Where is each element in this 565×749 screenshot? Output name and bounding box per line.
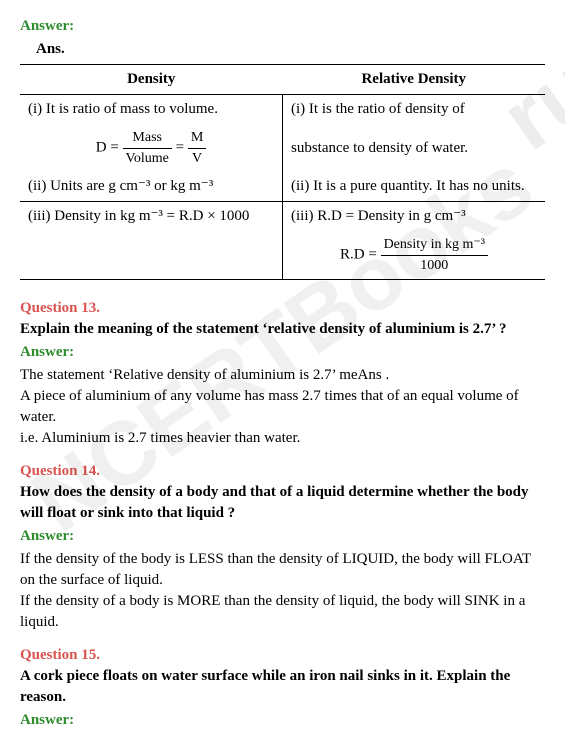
fraction-den: 1000 (381, 256, 488, 276)
table-cell-formula: R.D = Density in kg m⁻³ 1000 (283, 231, 546, 280)
question-15-label: Question 15. (20, 645, 545, 666)
table-head-relative-density: Relative Density (283, 65, 546, 95)
question-14-label: Question 14. (20, 461, 545, 482)
answer-14-body: If the density of the body is LESS than … (20, 549, 545, 633)
answer-label-top: Answer: (20, 16, 545, 37)
table-cell-empty (20, 231, 283, 280)
answer-14-label: Answer: (20, 526, 545, 547)
equals-sign: = (176, 140, 184, 156)
answer-line: The statement ‘Relative density of alumi… (20, 365, 545, 386)
fraction-num: M (188, 128, 206, 149)
answer-13-body: The statement ‘Relative density of alumi… (20, 365, 545, 449)
answer-line: If the density of a body is MORE than th… (20, 591, 545, 633)
table-cell: (iii) R.D = Density in g cm⁻³ (283, 202, 546, 232)
table-cell: (ii) Units are g cm⁻³ or kg m⁻³ (20, 172, 283, 202)
fraction: M V (188, 128, 206, 168)
formula-prefix: D = (96, 140, 119, 156)
table-cell: substance to density of water. (283, 124, 546, 172)
answer-line: i.e. Aluminium is 2.7 times heavier than… (20, 428, 545, 449)
question-13-text: Explain the meaning of the statement ‘re… (20, 319, 545, 340)
answer-15-label: Answer: (20, 710, 545, 731)
table-cell: (i) It is the ratio of density of (283, 95, 546, 125)
fraction: Mass Volume (123, 128, 172, 168)
question-14-text: How does the density of a body and that … (20, 482, 545, 524)
answer-13-label: Answer: (20, 342, 545, 363)
table-cell: (iii) Density in kg m⁻³ = R.D × 1000 (20, 202, 283, 232)
table-cell-formula: D = Mass Volume = M V (20, 124, 283, 172)
answer-line: A piece of aluminium of any volume has m… (20, 386, 545, 428)
formula-prefix: R.D = (340, 247, 377, 263)
fraction-den: Volume (123, 149, 172, 169)
answer-line: If the density of the body is LESS than … (20, 549, 545, 591)
table-head-density: Density (20, 65, 283, 95)
ans-subheading: Ans. (36, 39, 545, 60)
fraction-den: V (188, 149, 206, 169)
fraction-num: Mass (123, 128, 172, 149)
table-cell: (i) It is ratio of mass to volume. (20, 95, 283, 125)
comparison-table: Density Relative Density (i) It is ratio… (20, 64, 545, 280)
question-13-label: Question 13. (20, 298, 545, 319)
fraction-num: Density in kg m⁻³ (381, 235, 488, 256)
fraction: Density in kg m⁻³ 1000 (381, 235, 488, 275)
question-15-text: A cork piece floats on water surface whi… (20, 666, 545, 708)
table-cell: (ii) It is a pure quantity. It has no un… (283, 172, 546, 202)
